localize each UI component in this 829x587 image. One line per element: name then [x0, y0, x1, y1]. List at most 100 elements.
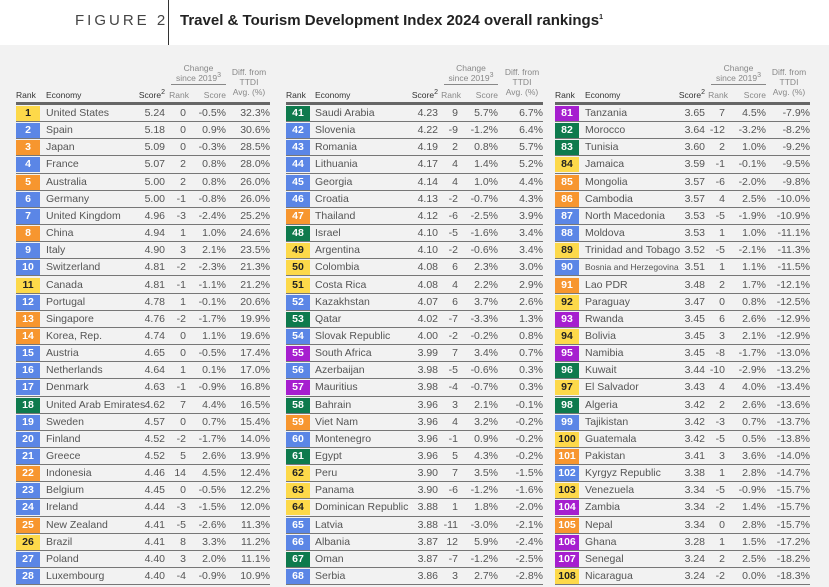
economy-name: Zambia: [585, 501, 621, 514]
diff-from-avg: -1.6%: [515, 484, 543, 497]
economy-name: Luxembourg: [46, 570, 105, 583]
rank-change: 0: [180, 141, 186, 154]
table-row: 99 Tajikistan 3.42 -3 0.7% -13.7%: [555, 414, 810, 431]
score-value: 3.48: [684, 278, 705, 291]
score-value: 3.53: [684, 227, 705, 240]
rank-badge: 4: [16, 157, 40, 173]
rank-change: -6: [448, 484, 458, 497]
table-row: 62 Peru 3.90 7 3.5% -1.5%: [286, 465, 543, 483]
rank-badge: 44: [286, 157, 310, 173]
economy-name: Panama: [315, 484, 355, 497]
economy-name: Jamaica: [585, 158, 625, 171]
diff-from-avg: -11.1%: [777, 227, 811, 240]
score-footnote: 2: [701, 89, 705, 97]
score-value: 3.24: [684, 552, 705, 565]
table-row: 47 Thailand 4.12 -6 -2.5% 3.9%: [286, 208, 543, 226]
score-change: -0.7%: [470, 192, 498, 205]
score-value: 4.02: [417, 312, 438, 325]
rank-change: 2: [719, 278, 725, 291]
rank-badge: 18: [16, 397, 40, 413]
rank-badge: 7: [16, 208, 40, 224]
rank-badge: 24: [16, 500, 40, 516]
rank-change: 2: [180, 175, 186, 188]
rank-change: 4: [452, 175, 458, 188]
rank-badge: 57: [286, 380, 310, 396]
rank-badge: 6: [16, 191, 40, 207]
rank-change: -5: [176, 518, 186, 531]
diff-from-avg: -2.0%: [515, 501, 543, 514]
rank-badge: 106: [555, 534, 579, 550]
rank-badge: 102: [555, 466, 579, 482]
diff-from-avg: -0.2%: [515, 432, 543, 445]
rank-change: -5: [715, 432, 725, 445]
score-change: -2.4%: [198, 209, 226, 222]
table-row: 98 Algeria 3.42 2 2.6% -13.6%: [555, 397, 810, 414]
rank-badge: 53: [286, 311, 310, 327]
header-rule: [286, 102, 543, 105]
economy-name: Kazakhstan: [315, 295, 370, 308]
rank-change: -4: [448, 381, 458, 394]
header-diff-from-avg: Diff. from TTDI Avg. (%): [501, 67, 543, 97]
economy-name: Kyrgyz Republic: [585, 467, 661, 480]
score-change: 1.1%: [202, 329, 226, 342]
rank-change: 0: [180, 329, 186, 342]
change-line2: since 20193: [711, 72, 766, 83]
score-value: 3.52: [684, 244, 705, 257]
table-row: 27 Poland 4.40 3 2.0% 11.1%: [16, 551, 270, 569]
diff-from-avg: 4.4%: [519, 175, 543, 188]
rank-change: 5: [180, 450, 186, 462]
score-change: -1.2%: [470, 484, 498, 497]
divider: [168, 0, 169, 45]
table-row: 108 Nicaragua 3.24 -2 0.0% -18.3%: [555, 568, 810, 586]
table-row: 63 Panama 3.90 -6 -1.2% -1.6%: [286, 482, 543, 500]
rank-badge: 46: [286, 191, 310, 207]
table-row: 16 Netherlands 4.64 1 0.1% 17.0%: [16, 362, 270, 380]
diff-from-avg: -0.2%: [515, 450, 543, 462]
rank-change: 0: [180, 107, 186, 119]
score-value: 3.57: [684, 192, 705, 205]
score-change: 2.1%: [742, 329, 766, 342]
table-row: 49 Argentina 4.10 -2 -0.6% 3.4%: [286, 242, 543, 260]
diff-from-avg: 15.4%: [240, 415, 270, 428]
table-row: 18 United Arab Emirates 4.62 7 4.4% 16.5%: [16, 397, 270, 414]
score-label: Score: [138, 90, 162, 100]
header-score: Score2: [412, 89, 438, 100]
diff-from-avg: -2.8%: [515, 570, 543, 583]
header-change-since-2019: Change since 20193: [171, 63, 226, 85]
figure-label: FIGURE 2: [75, 12, 169, 29]
rank-change: -7: [448, 552, 458, 565]
figure-title: Travel & Tourism Development Index 2024 …: [180, 12, 603, 29]
rank-badge: 50: [286, 260, 310, 276]
rank-change: -1: [715, 158, 725, 171]
table-row: 91 Lao PDR 3.48 2 1.7% -12.1%: [555, 277, 810, 294]
rank-badge: 60: [286, 431, 310, 447]
rank-change: -9: [448, 124, 458, 137]
score-value: 4.08: [417, 278, 438, 291]
score-change: 1.0%: [474, 175, 498, 188]
score-change: 1.5%: [742, 535, 766, 548]
diff-from-avg: 21.2%: [240, 278, 270, 291]
diff-from-avg: 16.8%: [240, 381, 270, 394]
economy-name: United Kingdom: [46, 209, 121, 222]
rank-badge: 59: [286, 414, 310, 430]
rank-badge: 47: [286, 208, 310, 224]
rank-badge: 61: [286, 449, 310, 464]
economy-name: Italy: [46, 244, 66, 257]
diff-from-avg: -9.2%: [782, 141, 810, 154]
diff-from-avg: -18.2%: [776, 552, 810, 565]
rank-badge: 100: [555, 431, 579, 447]
economy-name: Poland: [46, 552, 79, 565]
rank-badge: 68: [286, 569, 310, 585]
table-row: 89 Trinidad and Tobago 3.52 -5 -2.1% -11.3%: [555, 242, 810, 260]
rank-badge: 62: [286, 466, 310, 482]
rank-badge: 87: [555, 208, 579, 224]
rank-badge: 23: [16, 483, 40, 499]
diff-line1: Diff. from: [231, 67, 267, 77]
diff-from-avg: 0.7%: [519, 347, 543, 360]
diff-from-avg: -9.8%: [782, 175, 810, 188]
table-row: 1 United States 5.24 0 -0.5% 32.3%: [16, 105, 270, 123]
diff-from-avg: 6.4%: [519, 124, 543, 137]
score-change: 2.6%: [742, 312, 766, 325]
score-change: 2.8%: [742, 467, 766, 480]
diff-from-avg: 20.6%: [240, 295, 270, 308]
